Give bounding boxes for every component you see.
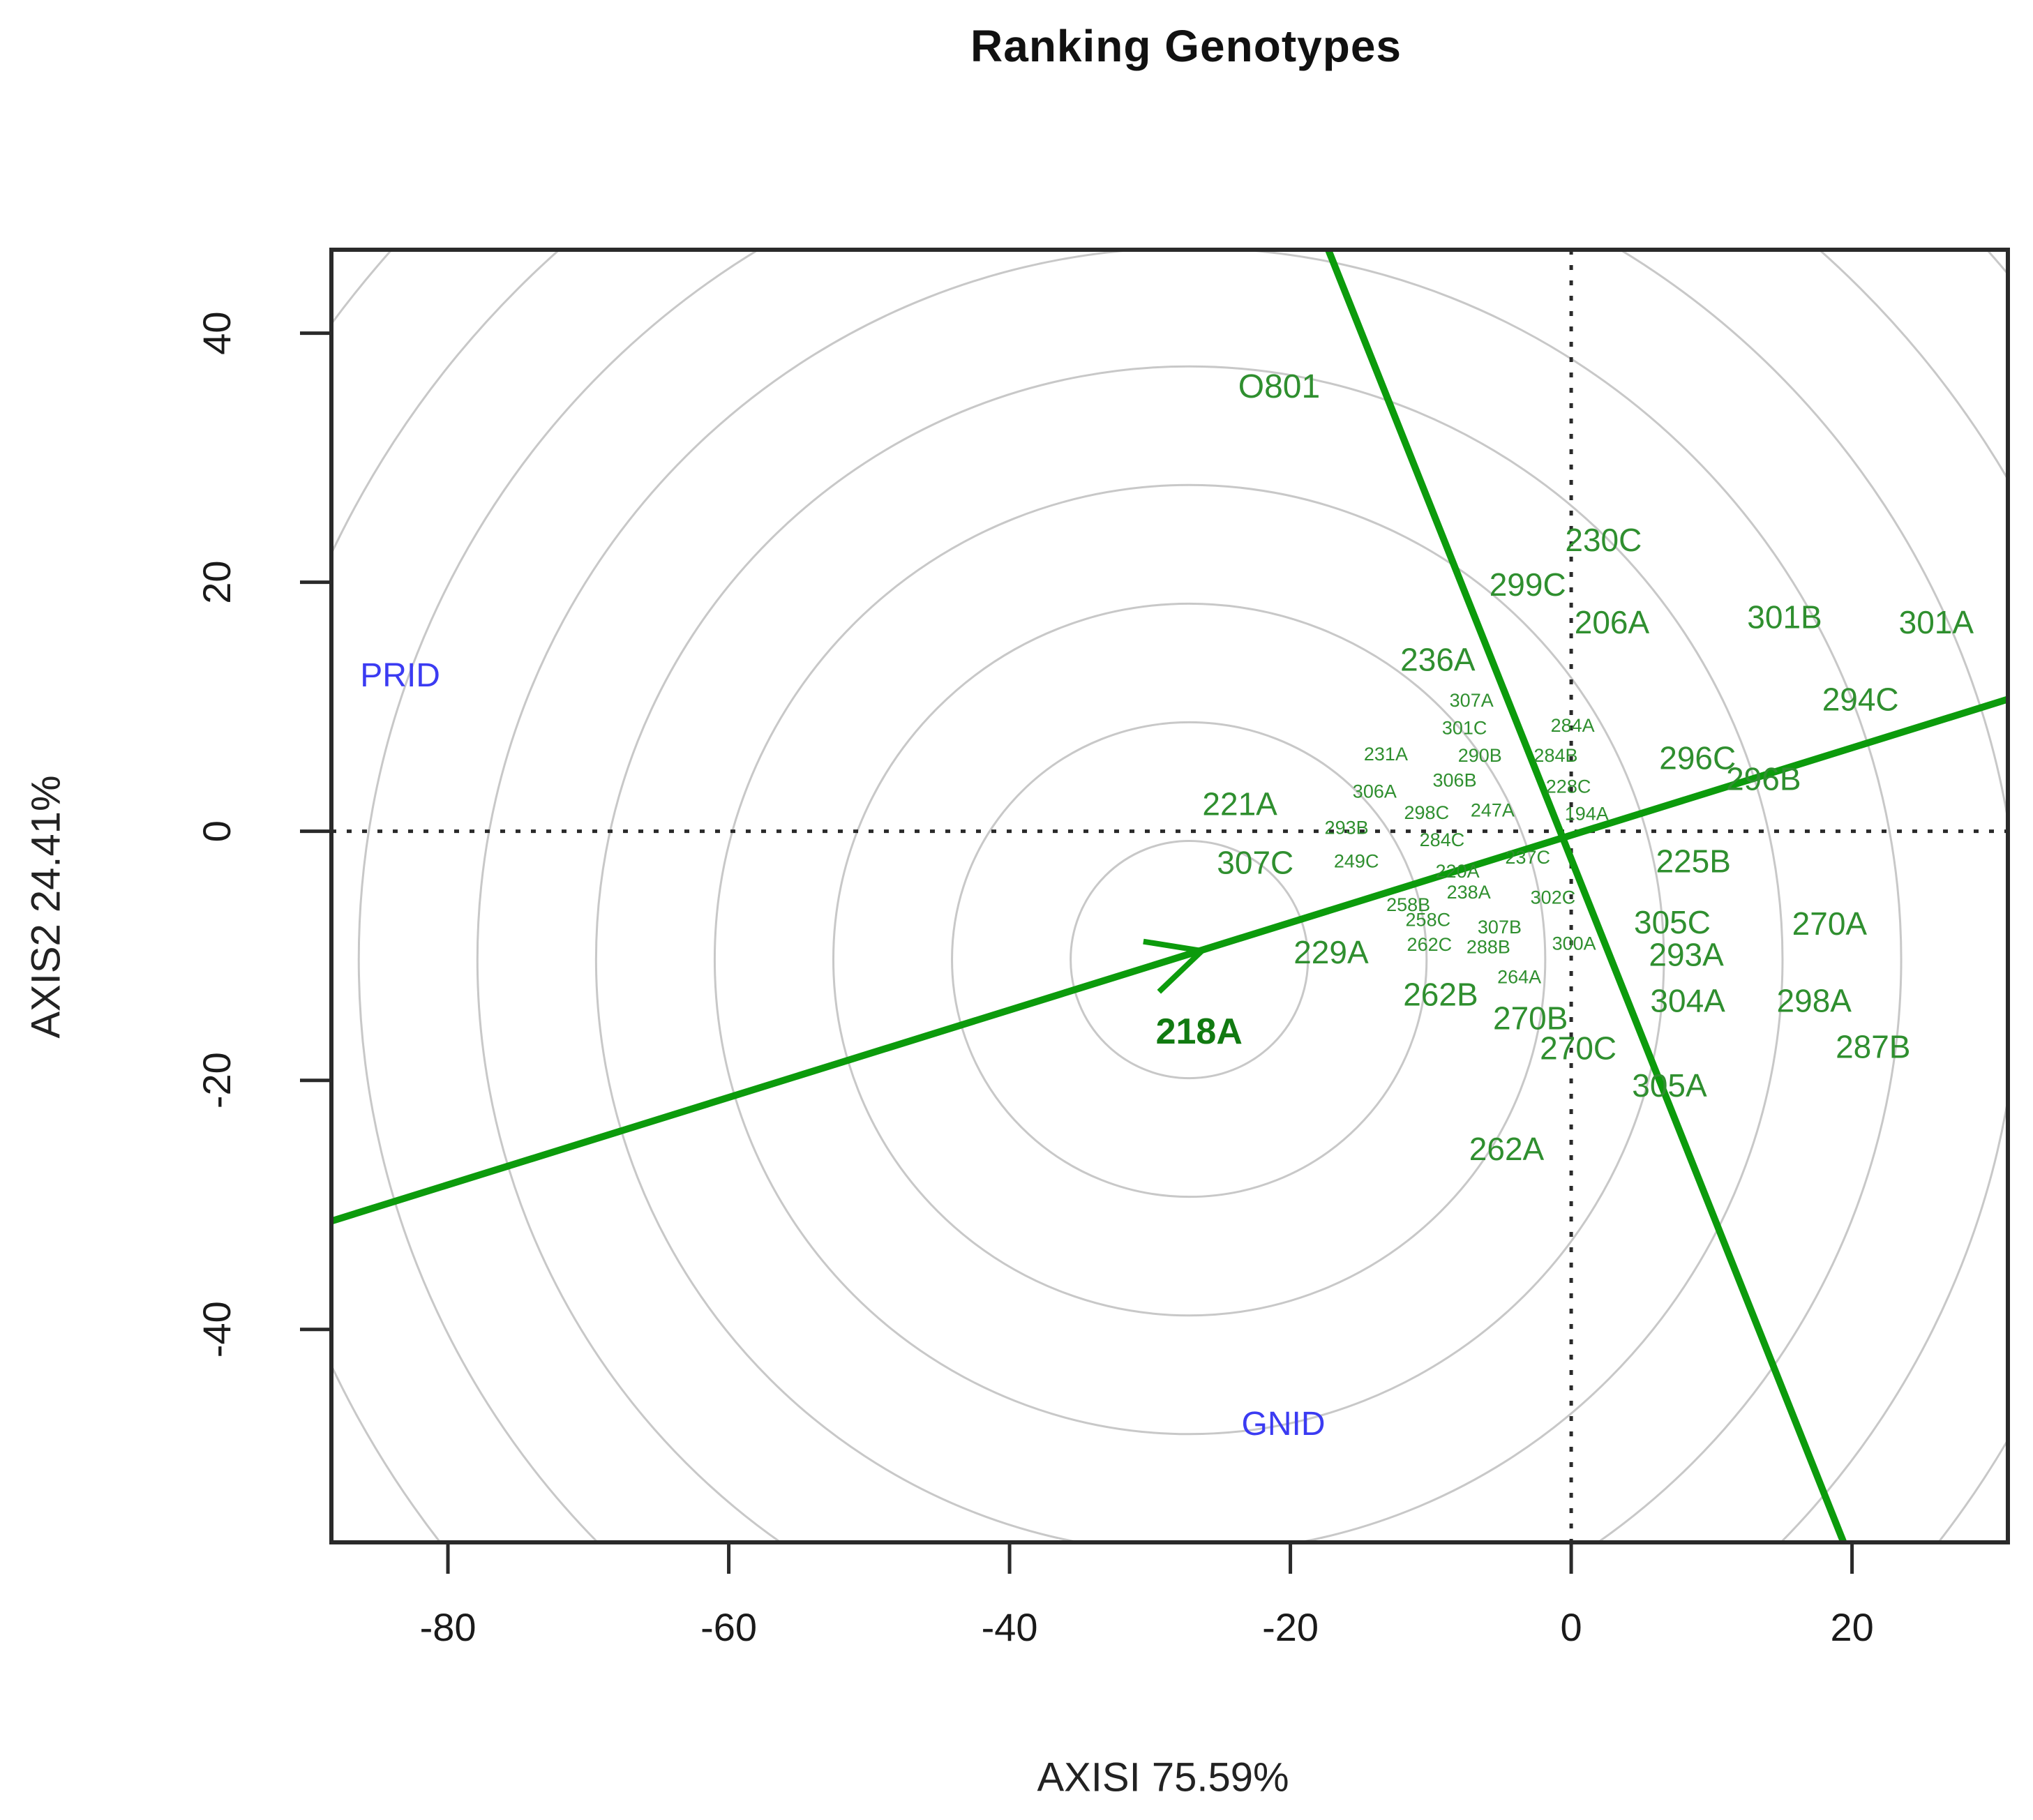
chart-title: Ranking Genotypes bbox=[970, 21, 1402, 71]
genotype-label: 301C bbox=[1442, 718, 1487, 739]
genotype-label: 296B bbox=[1726, 761, 1801, 797]
genotype-label: 307A bbox=[1450, 690, 1494, 711]
ranking-circle bbox=[358, 250, 2008, 1542]
genotype-label: 237C bbox=[1505, 847, 1550, 868]
genotype-label: 306A bbox=[1353, 781, 1397, 802]
genotype-label: 194A bbox=[1565, 804, 1609, 825]
genotype-label: 258B bbox=[1386, 894, 1430, 915]
genotype-label: 307C bbox=[1217, 844, 1293, 880]
genotype-label: 284C bbox=[1420, 829, 1465, 850]
y-tick-label: -40 bbox=[195, 1301, 239, 1358]
x-tick-label: -40 bbox=[982, 1605, 1038, 1649]
ranking-circle bbox=[331, 250, 2008, 1542]
genotype-label: 305A bbox=[1632, 1067, 1707, 1104]
x-tick-label: -80 bbox=[420, 1605, 477, 1649]
genotype-label: 284B bbox=[1533, 745, 1577, 766]
genotype-label: 262A bbox=[1469, 1131, 1545, 1167]
genotype-label: 218A bbox=[1156, 1011, 1243, 1052]
genotype-label: 262C bbox=[1407, 934, 1453, 955]
genotype-label: 301B bbox=[1747, 599, 1822, 636]
x-axis-label: AXISI 75.59% bbox=[1037, 1754, 1289, 1800]
genotype-label: 301A bbox=[1899, 604, 1974, 640]
genotype-label: 302C bbox=[1531, 887, 1576, 908]
ranking-circle bbox=[832, 602, 1547, 1317]
x-tick-label: 0 bbox=[1561, 1605, 1582, 1649]
x-tick-label: -20 bbox=[1262, 1605, 1319, 1649]
environment-label: GNID bbox=[1242, 1406, 1326, 1443]
genotype-label: 287B bbox=[1836, 1029, 1910, 1065]
genotype-label: 284A bbox=[1551, 715, 1595, 736]
genotype-label: 262B bbox=[1403, 977, 1478, 1013]
ranking-circle bbox=[477, 250, 1903, 1542]
genotype-label: 264A bbox=[1497, 967, 1541, 988]
ranking-circle bbox=[713, 483, 1665, 1436]
x-tick-label: -60 bbox=[700, 1605, 757, 1649]
arrow-head bbox=[1157, 949, 1204, 994]
genotype-label: 300A bbox=[1552, 933, 1596, 954]
ranking-circle bbox=[331, 250, 2008, 326]
genotype-label: 228C bbox=[1546, 776, 1591, 797]
ranking-circle bbox=[1070, 839, 1310, 1080]
genotype-label: 225B bbox=[1656, 843, 1730, 880]
genotype-label: 238A bbox=[1447, 882, 1491, 903]
genotype-label: 221A bbox=[1202, 785, 1277, 822]
genotype-label: 249C bbox=[1334, 851, 1379, 872]
y-tick-label: 20 bbox=[195, 560, 239, 603]
arrow-head bbox=[1143, 938, 1203, 954]
genotype-label: 247A bbox=[1471, 799, 1515, 820]
genotype-label: 236A bbox=[1400, 641, 1476, 677]
perpendicular-axis-line bbox=[1325, 250, 1847, 1542]
genotype-label: 293A bbox=[1649, 936, 1724, 972]
genotype-label: 290B bbox=[1458, 745, 1502, 766]
genotype-label: 288B bbox=[1466, 937, 1510, 958]
x-tick-label: 20 bbox=[1830, 1605, 1873, 1649]
genotype-label: 296C bbox=[1659, 739, 1736, 776]
genotype-label: 305C bbox=[1634, 904, 1711, 940]
genotype-label: 293B bbox=[1325, 817, 1369, 838]
genotype-label: 294C bbox=[1822, 681, 1899, 717]
average-environment-axis-line bbox=[331, 695, 2008, 1225]
y-tick-label: -20 bbox=[195, 1052, 239, 1108]
plot-border bbox=[329, 248, 2010, 1544]
genotype-label: 304A bbox=[1650, 982, 1725, 1018]
genotype-label: 298A bbox=[1777, 982, 1852, 1018]
genotype-label: 270C bbox=[1540, 1030, 1616, 1066]
genotype-label: 270A bbox=[1792, 905, 1868, 942]
genotype-label: 220A bbox=[1436, 861, 1480, 882]
environment-label: PRID bbox=[360, 657, 440, 694]
genotype-label: 298C bbox=[1404, 802, 1450, 823]
environment-label: O801 bbox=[1238, 368, 1320, 405]
genotype-label: 206A bbox=[1575, 604, 1650, 640]
genotype-label: 229A bbox=[1293, 934, 1369, 970]
genotype-label: 299C bbox=[1490, 566, 1566, 603]
genotype-label: 258C bbox=[1406, 909, 1451, 930]
genotype-label: 307B bbox=[1478, 917, 1522, 938]
genotype-label: 231A bbox=[1364, 744, 1408, 765]
ranking-circle bbox=[595, 365, 1784, 1542]
ranking-circle bbox=[951, 721, 1428, 1198]
genotype-label: 230C bbox=[1565, 522, 1642, 558]
y-tick-label: 40 bbox=[195, 311, 239, 354]
genotype-label: 306B bbox=[1433, 769, 1477, 790]
y-tick-label: 0 bbox=[195, 820, 239, 842]
genotype-label: 270B bbox=[1493, 1000, 1568, 1036]
